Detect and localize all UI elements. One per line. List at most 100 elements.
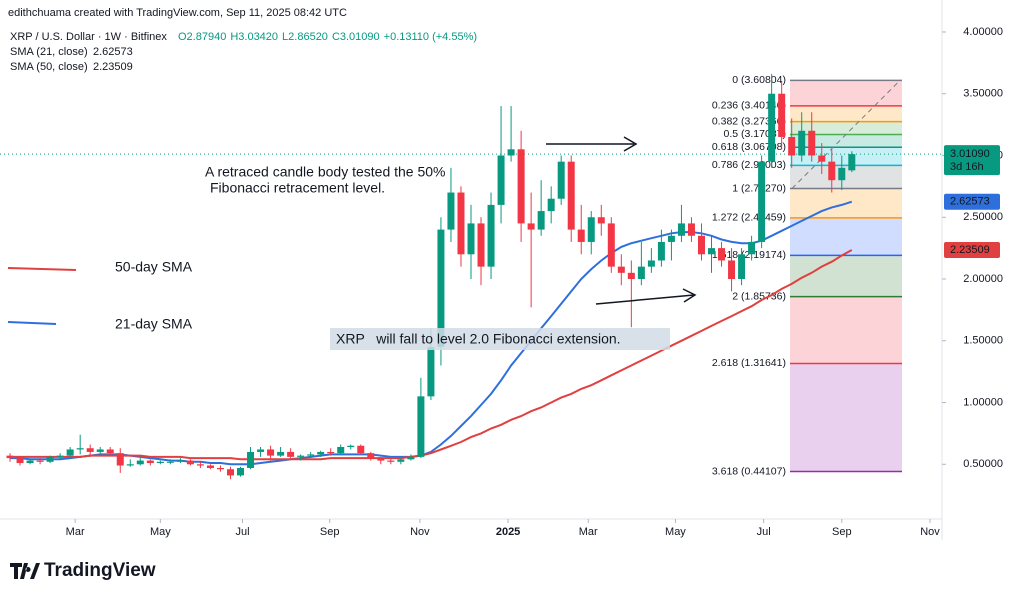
- candle-body: [267, 449, 275, 456]
- fib-label: 0.382 (3.27366): [712, 115, 786, 127]
- arrow: [595, 288, 697, 305]
- candle-body: [567, 161, 575, 230]
- candle-body: [387, 460, 395, 462]
- candle-body: [136, 460, 144, 465]
- fib-band: [790, 296, 902, 364]
- legend-name: SMA (50, close): [10, 61, 88, 73]
- fib-label: 0.236 (3.40146): [712, 100, 786, 112]
- fib-trend-line: [791, 80, 901, 189]
- candle-body: [337, 446, 345, 454]
- candle-body: [657, 241, 665, 261]
- chart-title: XRP / U.S. Dollar · 1W · Bitfinex: [10, 31, 167, 43]
- candle-body: [487, 204, 495, 267]
- candle-body: [317, 451, 325, 455]
- candle-body: [367, 453, 375, 459]
- candle-body: [216, 467, 224, 470]
- x-tick-label: Jul: [235, 526, 249, 538]
- candle-body: [247, 451, 255, 468]
- candle-body: [537, 211, 545, 230]
- candle-body: [176, 460, 184, 462]
- candle-body: [116, 453, 124, 466]
- candle-body: [146, 460, 154, 464]
- sma-tag-label: 2.23509: [950, 244, 990, 256]
- candle-body: [377, 458, 385, 461]
- candle-body: [788, 136, 796, 156]
- x-tick-label: May: [150, 526, 171, 538]
- candle-body: [697, 235, 705, 255]
- y-tick-label: 0.50000: [963, 458, 1003, 470]
- candle-body: [507, 149, 515, 156]
- fib-label: 0 (3.60804): [732, 74, 786, 86]
- candle-body: [687, 223, 695, 236]
- logo-icon: [10, 563, 40, 579]
- legend-value: 2.23509: [93, 61, 133, 73]
- candle-body: [237, 467, 245, 476]
- footer-brand: TradingView: [44, 560, 156, 581]
- candle-body: [186, 460, 194, 465]
- candle-body: [407, 456, 415, 460]
- candle-body: [778, 93, 786, 137]
- x-tick-label: Sep: [320, 526, 340, 538]
- fib-band: [790, 217, 902, 256]
- candle-body: [617, 266, 625, 273]
- fib-label: 2.618 (1.31641): [712, 357, 786, 369]
- candle-body: [26, 460, 34, 464]
- candle-body: [557, 161, 565, 199]
- candle-body: [427, 346, 435, 397]
- ohlc-value: C3.01090: [332, 31, 380, 43]
- candle-body: [156, 461, 164, 464]
- arrow: [546, 136, 638, 152]
- fib-label: 3.618 (0.44107): [712, 465, 786, 477]
- price-tag: [944, 145, 1000, 176]
- y-tick-label: 2.00000: [963, 273, 1003, 285]
- candle-body: [667, 235, 675, 242]
- ohlc-value: O2.87940: [178, 31, 226, 43]
- candle-body: [818, 155, 826, 162]
- annotation: A retraced candle body tested the 50%: [205, 164, 446, 180]
- candle-body: [437, 229, 445, 347]
- ohlc-header: O2.87940 H3.03420 L2.86520 C3.01090 +0.13110…: [178, 31, 477, 43]
- annotation-box: [330, 328, 670, 350]
- candle-body: [637, 266, 645, 280]
- candle-body: [277, 451, 285, 456]
- candle-body: [808, 130, 816, 156]
- candle-body: [126, 464, 134, 466]
- candle-body: [86, 448, 94, 452]
- candle-body: [56, 455, 64, 457]
- candle-body: [447, 192, 455, 230]
- candle-body: [758, 161, 766, 242]
- legend-value: 2.62573: [93, 46, 133, 58]
- annotation: 50-day SMA: [115, 259, 193, 275]
- candle-body: [768, 93, 776, 162]
- candle-body: [677, 223, 685, 236]
- ohlc-value: H3.03420: [230, 31, 278, 43]
- fib-band: [790, 80, 902, 106]
- candle-body: [728, 260, 736, 280]
- y-tick-label: 1.50000: [963, 335, 1003, 347]
- plot: [0, 73, 942, 480]
- candle-body: [517, 149, 525, 224]
- candle-body: [627, 272, 635, 280]
- candle-body: [36, 460, 44, 462]
- candle-body: [257, 449, 265, 452]
- annotation: 21-day SMA: [115, 316, 193, 332]
- candle-body: [417, 396, 425, 457]
- candle-body: [708, 248, 716, 255]
- candle-body: [477, 223, 485, 267]
- y-tick-label: 1.00000: [963, 396, 1003, 408]
- fib-band: [790, 255, 902, 297]
- fib-label: 0.618 (3.06708): [712, 141, 786, 153]
- fib-band: [790, 105, 902, 122]
- fib-band: [790, 147, 902, 166]
- candle-body: [287, 451, 295, 457]
- sma-line: [10, 249, 853, 461]
- candle-body: [16, 458, 24, 464]
- candle-body: [397, 459, 405, 462]
- candle-body: [497, 155, 505, 205]
- candle-body: [577, 229, 585, 242]
- candle-body: [597, 217, 605, 224]
- candle-body: [196, 464, 204, 466]
- fib-label: 0.5 (3.17037): [724, 128, 786, 140]
- fib-band: [790, 363, 902, 472]
